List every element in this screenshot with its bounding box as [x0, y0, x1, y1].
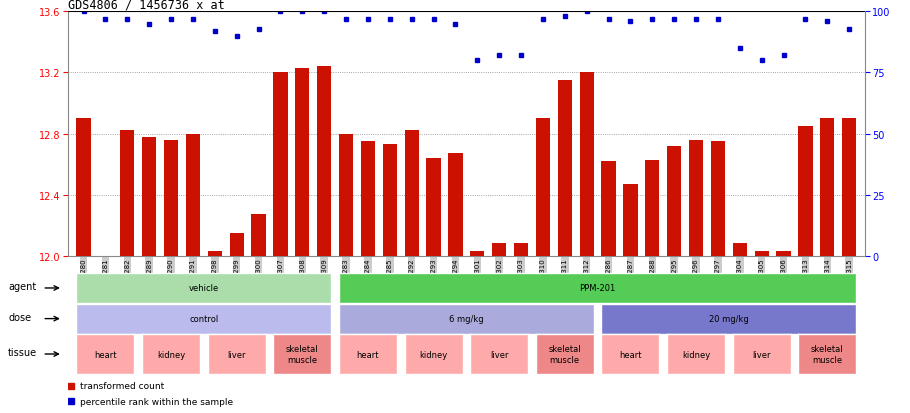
Bar	[142, 137, 157, 256]
Bar	[120, 131, 135, 256]
Text: liver: liver	[228, 350, 246, 358]
Text: kidney: kidney	[420, 350, 448, 358]
Text: 20 mg/kg: 20 mg/kg	[709, 314, 749, 323]
Text: dose: dose	[8, 312, 31, 322]
Bar	[229, 233, 244, 256]
Bar	[733, 244, 747, 256]
Bar	[842, 119, 856, 256]
Bar	[602, 161, 616, 256]
Text: transformed count: transformed count	[80, 381, 164, 390]
Bar	[776, 252, 791, 256]
Bar	[470, 252, 484, 256]
Bar	[427, 159, 440, 256]
Bar	[76, 119, 91, 256]
Text: liver: liver	[753, 350, 771, 358]
Bar	[798, 127, 813, 256]
Bar	[339, 134, 353, 256]
Bar	[295, 69, 309, 256]
Text: skeletal
muscle: skeletal muscle	[286, 344, 318, 364]
Text: heart: heart	[357, 350, 379, 358]
Text: percentile rank within the sample: percentile rank within the sample	[80, 396, 233, 406]
Bar	[273, 74, 288, 256]
Bar	[689, 140, 703, 256]
Bar	[580, 74, 594, 256]
Text: heart: heart	[95, 350, 116, 358]
Bar	[164, 140, 178, 256]
Bar	[383, 145, 397, 256]
Bar	[623, 185, 638, 256]
Bar	[449, 154, 462, 256]
Bar	[514, 244, 528, 256]
Bar	[361, 142, 375, 256]
Text: vehicle: vehicle	[188, 284, 219, 293]
Bar	[186, 134, 200, 256]
Text: kidney: kidney	[157, 350, 186, 358]
Bar	[711, 142, 725, 256]
Bar	[492, 244, 506, 256]
Text: control: control	[189, 314, 218, 323]
Text: skeletal
muscle: skeletal muscle	[549, 344, 581, 364]
Bar	[207, 252, 222, 256]
Bar	[251, 215, 266, 256]
Bar	[558, 81, 571, 256]
Text: kidney: kidney	[682, 350, 710, 358]
Bar	[536, 119, 550, 256]
Text: liver: liver	[490, 350, 509, 358]
Text: GDS4806 / 1456736_x_at: GDS4806 / 1456736_x_at	[68, 0, 225, 11]
Text: agent: agent	[8, 282, 36, 292]
Text: skeletal
muscle: skeletal muscle	[811, 344, 844, 364]
Bar	[667, 147, 682, 256]
Text: heart: heart	[619, 350, 642, 358]
Bar	[317, 67, 331, 256]
Bar	[754, 252, 769, 256]
Text: 6 mg/kg: 6 mg/kg	[449, 314, 484, 323]
Bar	[405, 131, 419, 256]
Text: PPM-201: PPM-201	[580, 284, 616, 293]
Text: tissue: tissue	[8, 347, 37, 357]
Bar	[645, 160, 660, 256]
Bar	[820, 119, 834, 256]
